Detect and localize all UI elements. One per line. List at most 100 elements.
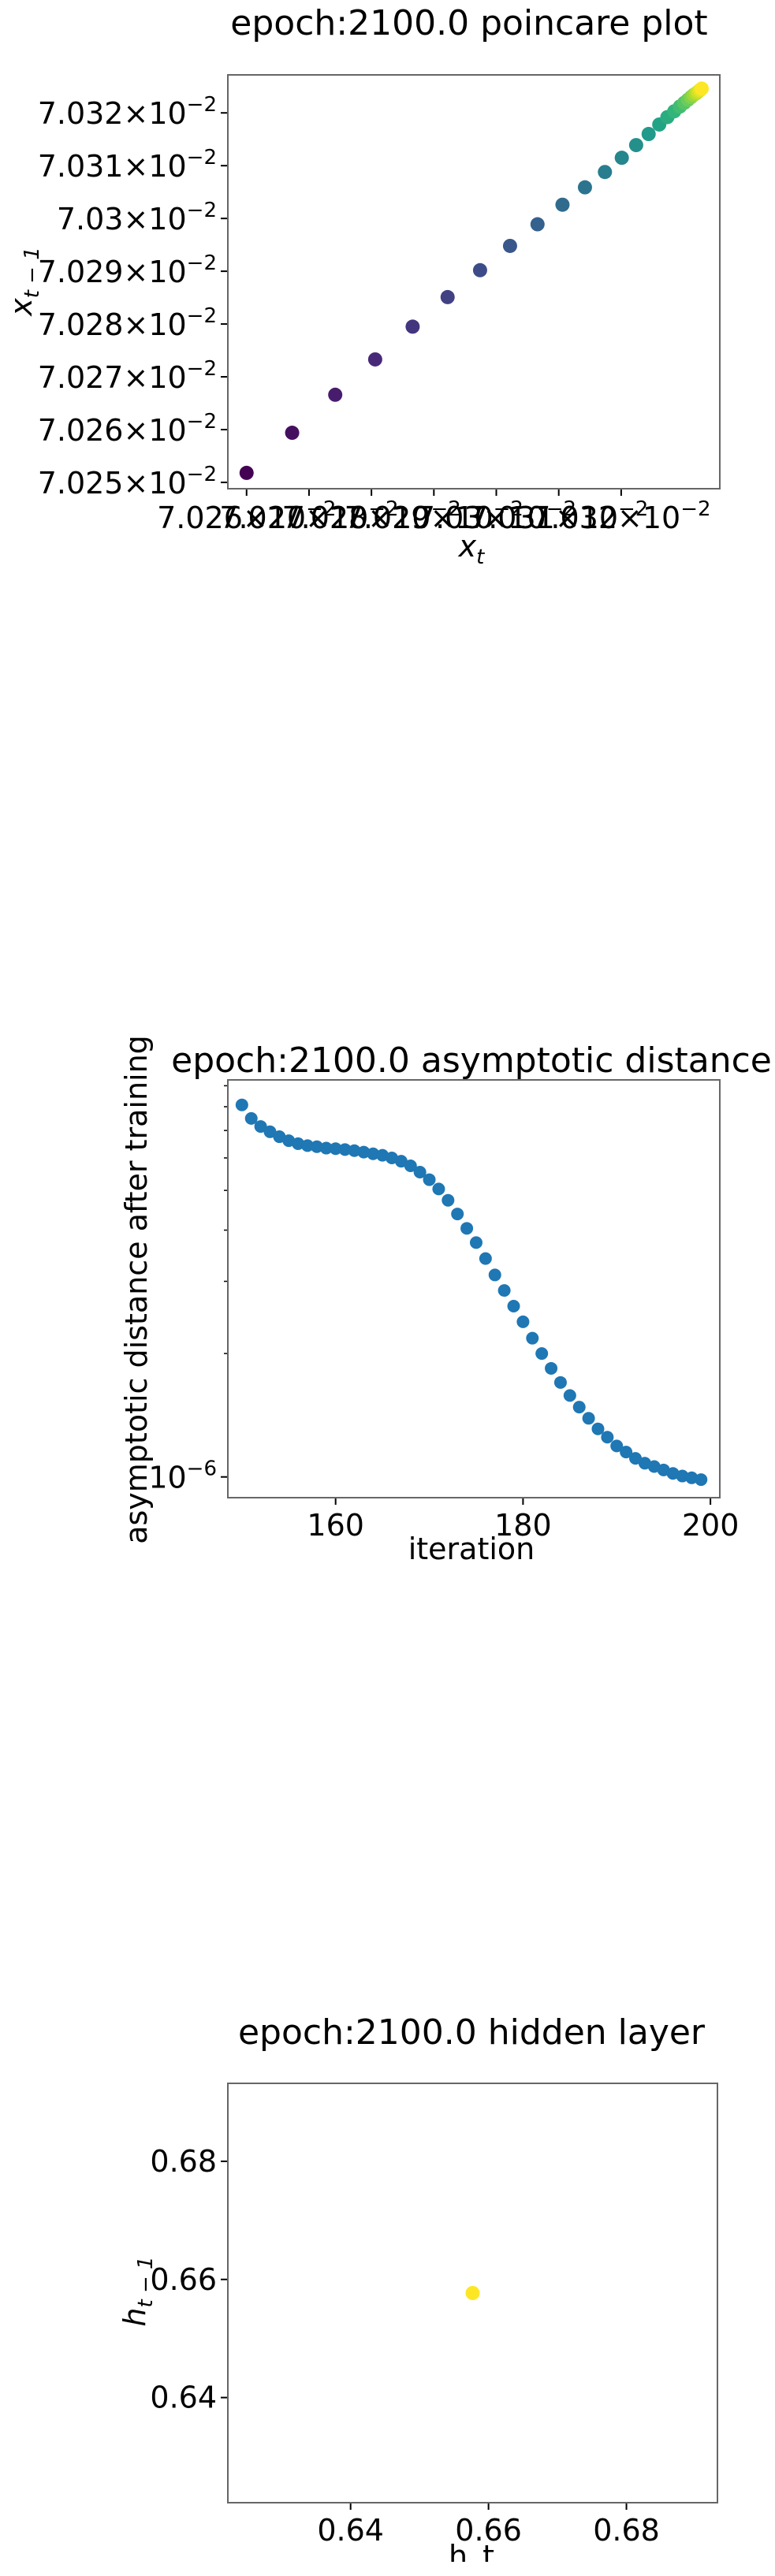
data-point: [479, 1252, 492, 1265]
data-point: [629, 1452, 643, 1465]
data-point: [329, 1142, 342, 1156]
y-tick-label: 7.027×10−2: [38, 357, 217, 395]
data-point: [319, 1141, 333, 1155]
data-point: [530, 217, 545, 232]
y-axis-label: ht − 1: [117, 2256, 158, 2326]
data-point: [285, 426, 300, 441]
data-point: [348, 1144, 361, 1157]
plot-frame: [227, 2083, 718, 2503]
y-tick-label: 7.032×10−2: [38, 93, 217, 131]
data-point: [432, 1182, 445, 1196]
data-point: [413, 1166, 427, 1179]
data-point: [404, 1159, 417, 1172]
x-tick-label: 0.68: [593, 2513, 660, 2548]
x-tick-label: 0.66: [455, 2513, 522, 2548]
data-point: [394, 1155, 408, 1168]
y-tick-label: 10−6: [148, 1457, 217, 1495]
data-point: [676, 1469, 689, 1483]
data-point: [235, 1098, 248, 1111]
data-point: [451, 1208, 464, 1221]
x-tick-label: 7.029×10−2: [345, 497, 523, 535]
data-point: [497, 1284, 511, 1297]
y-axis-label: xt − 1: [4, 247, 44, 317]
y-tick-label: 0.66: [150, 2262, 217, 2297]
y-tick-label: 0.64: [150, 2381, 217, 2415]
data-point: [472, 262, 487, 277]
x-axis-label: iteration: [408, 1532, 535, 1566]
chart-title: epoch:2100.0 hidden layer: [238, 2012, 706, 2053]
x-tick-label: 7.026×10−2: [157, 497, 336, 535]
data-point: [367, 352, 382, 367]
chart-title: epoch:2100.0 poincare plot: [230, 3, 707, 43]
data-point: [695, 81, 710, 96]
x-tick-label: 7.032×10−2: [531, 497, 710, 535]
y-axis-label: asymptotic distance after training: [119, 1035, 154, 1544]
data-point: [535, 1347, 549, 1361]
data-point: [367, 1147, 380, 1160]
x-tick-label: 7.03×10−2: [416, 497, 576, 535]
data-point: [460, 1222, 474, 1235]
data-point: [263, 1125, 277, 1138]
data-point: [244, 1111, 258, 1125]
data-point: [685, 1471, 699, 1484]
data-point: [598, 165, 613, 180]
data-point: [440, 289, 455, 304]
asymptotic-distance-chart: epoch:2100.0 asymptotic distance 10−6 16…: [119, 1035, 772, 1566]
poincare-plot-chart: epoch:2100.0 poincare plot 7.025×10−27.0…: [4, 3, 721, 569]
x-axis-label: xt: [458, 529, 486, 569]
data-point: [254, 1120, 267, 1134]
data-point: [301, 1139, 315, 1152]
data-point: [516, 1315, 530, 1328]
y-tick-label: 7.028×10−2: [38, 304, 217, 342]
data-point: [502, 238, 517, 253]
data-point: [507, 1299, 520, 1312]
x-tick-label: 7.031×10−2: [469, 497, 648, 535]
data-point: [488, 1268, 501, 1282]
chart-title: epoch:2100.0 asymptotic distance: [171, 1040, 772, 1081]
y-tick-label: 7.031×10−2: [38, 146, 217, 184]
y-tick-label: 7.026×10−2: [38, 410, 217, 448]
data-point: [555, 197, 570, 212]
data-point: [582, 1412, 595, 1425]
data-point: [310, 1140, 323, 1153]
data-point: [572, 1401, 586, 1414]
svg-text:xt − 1: xt − 1: [4, 247, 44, 317]
x-tick-label: 200: [682, 1508, 740, 1543]
data-point: [292, 1137, 305, 1150]
data-point: [328, 387, 343, 402]
data-point: [641, 127, 656, 141]
data-point: [338, 1143, 352, 1156]
data-point: [620, 1446, 633, 1459]
data-point: [563, 1389, 576, 1402]
data-point: [591, 1422, 605, 1435]
data-point: [357, 1145, 371, 1159]
data-point: [628, 138, 643, 153]
x-axis-label: h_t: [449, 2539, 494, 2562]
data-point: [526, 1331, 539, 1345]
plot-frame: [227, 1079, 721, 1498]
y-tick-label: 0.68: [150, 2144, 217, 2179]
data-point: [465, 2286, 480, 2300]
data-point: [695, 1473, 708, 1487]
x-tick-label: 7.027×10−2: [219, 497, 398, 535]
data-point: [577, 180, 592, 195]
x-tick-label: 180: [494, 1508, 552, 1543]
y-tick-label: 7.025×10−2: [38, 463, 217, 501]
data-point: [553, 1375, 567, 1389]
plot-frame: [227, 74, 721, 490]
data-point: [610, 1439, 624, 1453]
data-point: [614, 151, 629, 166]
y-tick-label: 7.03×10−2: [57, 199, 217, 236]
svg-text:ht − 1: ht − 1: [117, 2256, 158, 2326]
x-tick-label: 7.028×10−2: [281, 497, 460, 535]
x-tick-label: 0.64: [317, 2513, 384, 2548]
hidden-layer-chart: epoch:2100.0 hidden layer 0.64 0.66 0.68 0…: [117, 2012, 718, 2562]
data-point: [239, 465, 254, 480]
data-point: [601, 1431, 614, 1444]
data-point: [405, 319, 420, 334]
data-point: [469, 1236, 483, 1249]
y-tick-label: 7.029×10−2: [38, 251, 217, 289]
data-point: [423, 1173, 436, 1186]
data-point: [442, 1193, 455, 1207]
x-tick-label: 160: [307, 1508, 364, 1543]
